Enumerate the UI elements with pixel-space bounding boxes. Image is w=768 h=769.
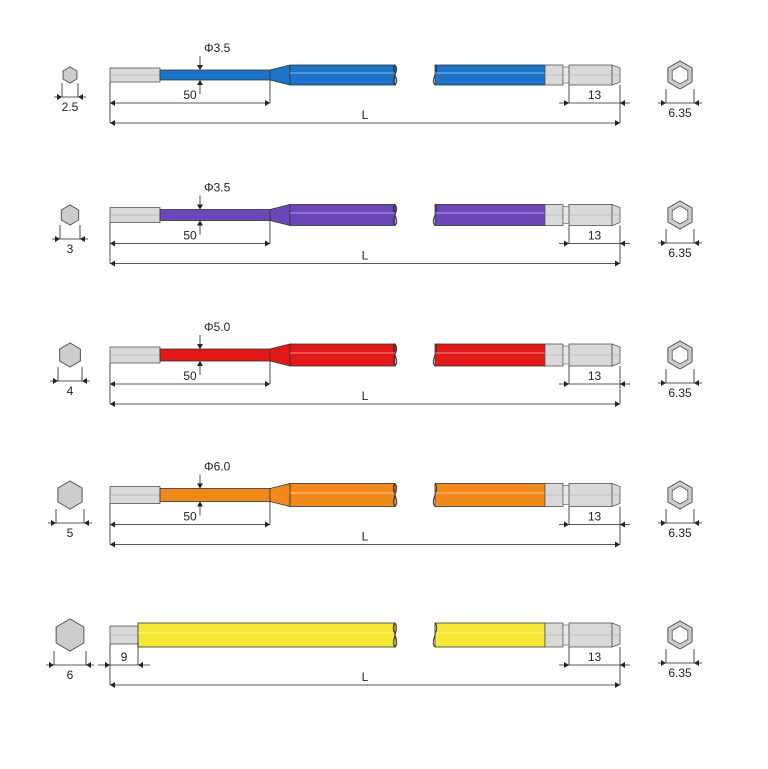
svg-text:Φ6.0: Φ6.0 (204, 460, 231, 474)
svg-text:6.35: 6.35 (668, 666, 692, 680)
svg-text:13: 13 (588, 88, 602, 102)
bit-row-4: 4 6.35 Φ5.0 50 13 L (50, 320, 702, 407)
bit-row-2.5: 2.5 6.35 Φ3.5 50 13 L (54, 41, 702, 126)
svg-text:6.35: 6.35 (668, 246, 692, 260)
bit-row-5: 5 6.35 Φ6.0 50 13 L (48, 460, 702, 548)
svg-text:6.35: 6.35 (668, 106, 692, 120)
bit-row-6: 6 6.35 9 13 L (46, 619, 702, 688)
svg-text:L: L (362, 530, 369, 544)
svg-text:50: 50 (183, 88, 197, 102)
svg-text:13: 13 (588, 510, 602, 524)
svg-text:6: 6 (67, 668, 74, 682)
svg-text:6.35: 6.35 (668, 386, 692, 400)
svg-text:50: 50 (183, 369, 197, 383)
svg-text:Φ5.0: Φ5.0 (204, 320, 231, 334)
svg-text:4: 4 (67, 384, 74, 398)
bit-row-3: 3 6.35 Φ3.5 50 13 L (52, 181, 702, 267)
svg-text:L: L (362, 108, 369, 122)
svg-text:Φ3.5: Φ3.5 (204, 181, 231, 195)
svg-text:3: 3 (67, 242, 74, 256)
svg-text:Φ3.5: Φ3.5 (204, 41, 231, 55)
svg-text:50: 50 (183, 229, 197, 243)
svg-text:2.5: 2.5 (62, 100, 79, 114)
svg-text:L: L (362, 249, 369, 263)
svg-text:5: 5 (67, 526, 74, 540)
svg-text:13: 13 (588, 369, 602, 383)
svg-text:9: 9 (121, 650, 128, 664)
svg-text:13: 13 (588, 650, 602, 664)
svg-text:L: L (362, 389, 369, 403)
hex-bit-diagram: 2.5 6.35 Φ3.5 50 13 L 3 6.35 Φ3.5 50 13 L 4 6.35 Φ5.0 5… (0, 0, 768, 769)
svg-text:L: L (362, 670, 369, 684)
svg-text:50: 50 (183, 510, 197, 524)
svg-text:13: 13 (588, 229, 602, 243)
svg-text:6.35: 6.35 (668, 526, 692, 540)
